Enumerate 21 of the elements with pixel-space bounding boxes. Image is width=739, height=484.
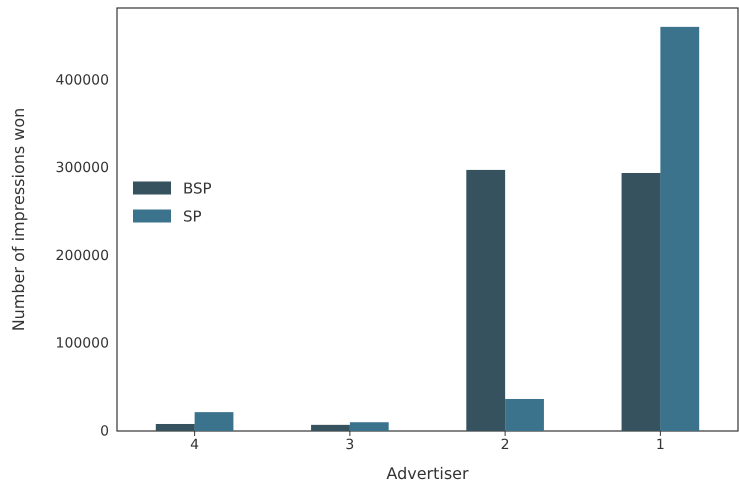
y-axis-title: Number of impressions won [9,108,28,332]
x-axis-title: Advertiser [386,464,470,483]
y-tick-label: 100000 [56,336,109,352]
bar [660,26,700,431]
x-tick-label: 4 [190,436,200,453]
x-tick-label: 1 [656,436,665,453]
bar [350,422,389,431]
y-tick-label: 300000 [56,160,109,176]
y-tick-label: 0 [100,423,109,440]
legend-label: SP [183,208,202,226]
bar [194,412,234,431]
legend-label: BSP [183,180,212,198]
x-tick-label: 2 [500,436,510,453]
bar [622,172,660,431]
y-tick-label: 200000 [56,248,109,264]
bar [505,398,544,431]
bar [466,170,506,431]
bar [311,424,350,431]
y-tick-label: 400000 [56,72,109,88]
x-tick-label: 3 [345,436,354,453]
bar [156,424,195,431]
